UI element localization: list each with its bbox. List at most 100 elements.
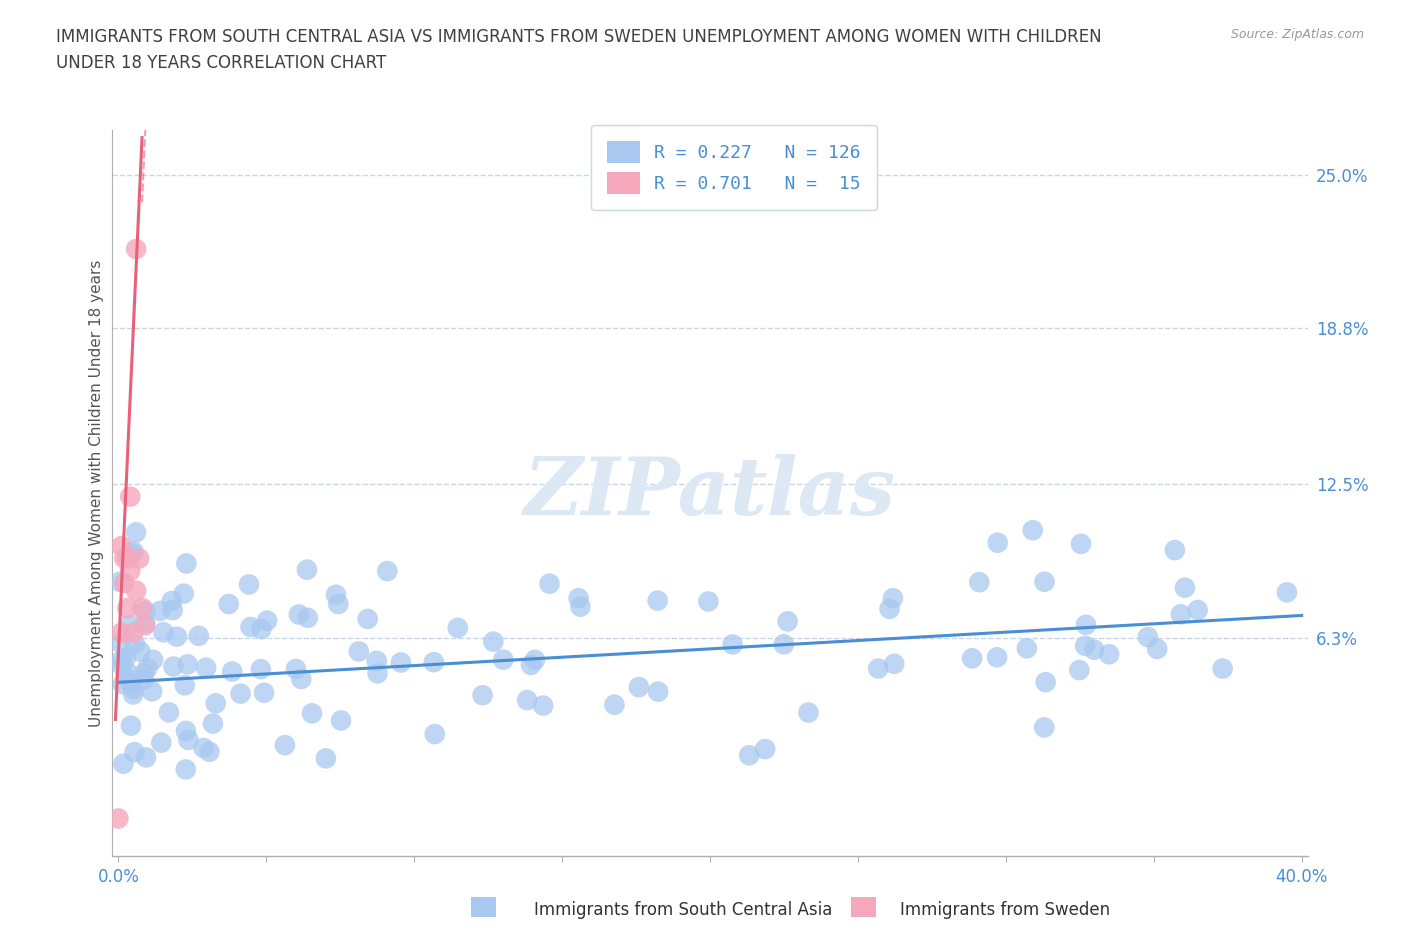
Legend: R = 0.227   N = 126, R = 0.701   N =  15: R = 0.227 N = 126, R = 0.701 N = 15 — [591, 125, 877, 210]
Point — [328, 596, 350, 611]
Point — [111, 653, 134, 668]
Point — [1170, 607, 1192, 622]
Point — [647, 684, 669, 699]
Point — [288, 607, 311, 622]
Point — [111, 658, 134, 673]
Point — [1083, 643, 1105, 658]
Point — [423, 726, 446, 741]
Point — [111, 677, 134, 692]
Point — [174, 724, 197, 738]
Point — [142, 652, 165, 667]
Point — [162, 603, 184, 618]
Text: Immigrants from South Central Asia: Immigrants from South Central Asia — [534, 900, 832, 919]
Point — [569, 599, 592, 614]
Point — [115, 650, 138, 665]
Point — [134, 618, 156, 632]
Point — [375, 564, 398, 578]
Point — [114, 670, 136, 684]
Point — [482, 634, 505, 649]
Point — [121, 546, 143, 561]
Point — [141, 684, 163, 698]
Point — [868, 661, 890, 676]
Point — [987, 536, 1010, 551]
Point — [120, 718, 142, 733]
Point — [447, 620, 470, 635]
Point — [879, 602, 901, 617]
Point — [187, 629, 209, 644]
Point — [330, 713, 353, 728]
Point — [423, 655, 446, 670]
Point — [1212, 661, 1234, 676]
Point — [117, 665, 139, 680]
Point — [538, 577, 561, 591]
Point — [118, 618, 141, 632]
Point — [1146, 642, 1168, 657]
Point — [471, 688, 494, 703]
Point — [883, 657, 905, 671]
Point — [132, 667, 155, 682]
Point — [882, 591, 904, 605]
Point — [108, 575, 131, 590]
Point — [568, 591, 591, 605]
Point — [290, 671, 312, 686]
Text: ZIPatlas: ZIPatlas — [524, 454, 896, 532]
Point — [1015, 641, 1038, 656]
Point — [1022, 523, 1045, 538]
Point — [129, 644, 152, 659]
Point — [253, 685, 276, 700]
Point — [356, 612, 378, 627]
Point — [173, 586, 195, 601]
Point — [325, 587, 347, 602]
Point — [295, 563, 318, 578]
Point — [366, 666, 388, 681]
Point — [284, 661, 307, 676]
Point — [697, 594, 720, 609]
Point — [1275, 585, 1298, 600]
Point — [166, 630, 188, 644]
Point — [1033, 720, 1056, 735]
Point — [221, 664, 243, 679]
Point — [1069, 662, 1091, 677]
Point — [125, 525, 148, 539]
Point — [1187, 603, 1209, 618]
Point — [107, 811, 129, 826]
Point — [125, 583, 148, 598]
Point — [969, 575, 991, 590]
Point — [772, 637, 794, 652]
Point — [1070, 537, 1092, 551]
Text: Immigrants from Sweden: Immigrants from Sweden — [900, 900, 1109, 919]
Point — [238, 577, 260, 591]
Point — [1074, 638, 1097, 653]
Point — [531, 698, 554, 713]
Point — [315, 751, 337, 765]
Point — [117, 601, 139, 616]
Point — [627, 680, 650, 695]
Point — [204, 696, 226, 711]
Point — [177, 733, 200, 748]
Point — [134, 617, 156, 631]
Point — [149, 604, 172, 618]
Point — [195, 660, 218, 675]
Point — [301, 706, 323, 721]
Point — [173, 678, 195, 693]
Point — [516, 693, 538, 708]
Point — [120, 564, 142, 578]
Point — [124, 636, 146, 651]
Point — [160, 593, 183, 608]
Text: IMMIGRANTS FROM SOUTH CENTRAL ASIA VS IMMIGRANTS FROM SWEDEN UNEMPLOYMENT AMONG : IMMIGRANTS FROM SOUTH CENTRAL ASIA VS IM… — [56, 28, 1102, 73]
Point — [124, 745, 146, 760]
Y-axis label: Unemployment Among Women with Children Under 18 years: Unemployment Among Women with Children U… — [89, 259, 104, 726]
Point — [134, 604, 156, 618]
Point — [776, 614, 799, 629]
Point — [492, 652, 515, 667]
Point — [150, 736, 173, 751]
Point — [274, 737, 297, 752]
Point — [520, 658, 543, 672]
Point — [112, 576, 135, 591]
Point — [110, 538, 132, 553]
Point — [122, 544, 145, 559]
Point — [721, 637, 744, 652]
Point — [229, 686, 252, 701]
Point — [754, 741, 776, 756]
Point — [122, 687, 145, 702]
